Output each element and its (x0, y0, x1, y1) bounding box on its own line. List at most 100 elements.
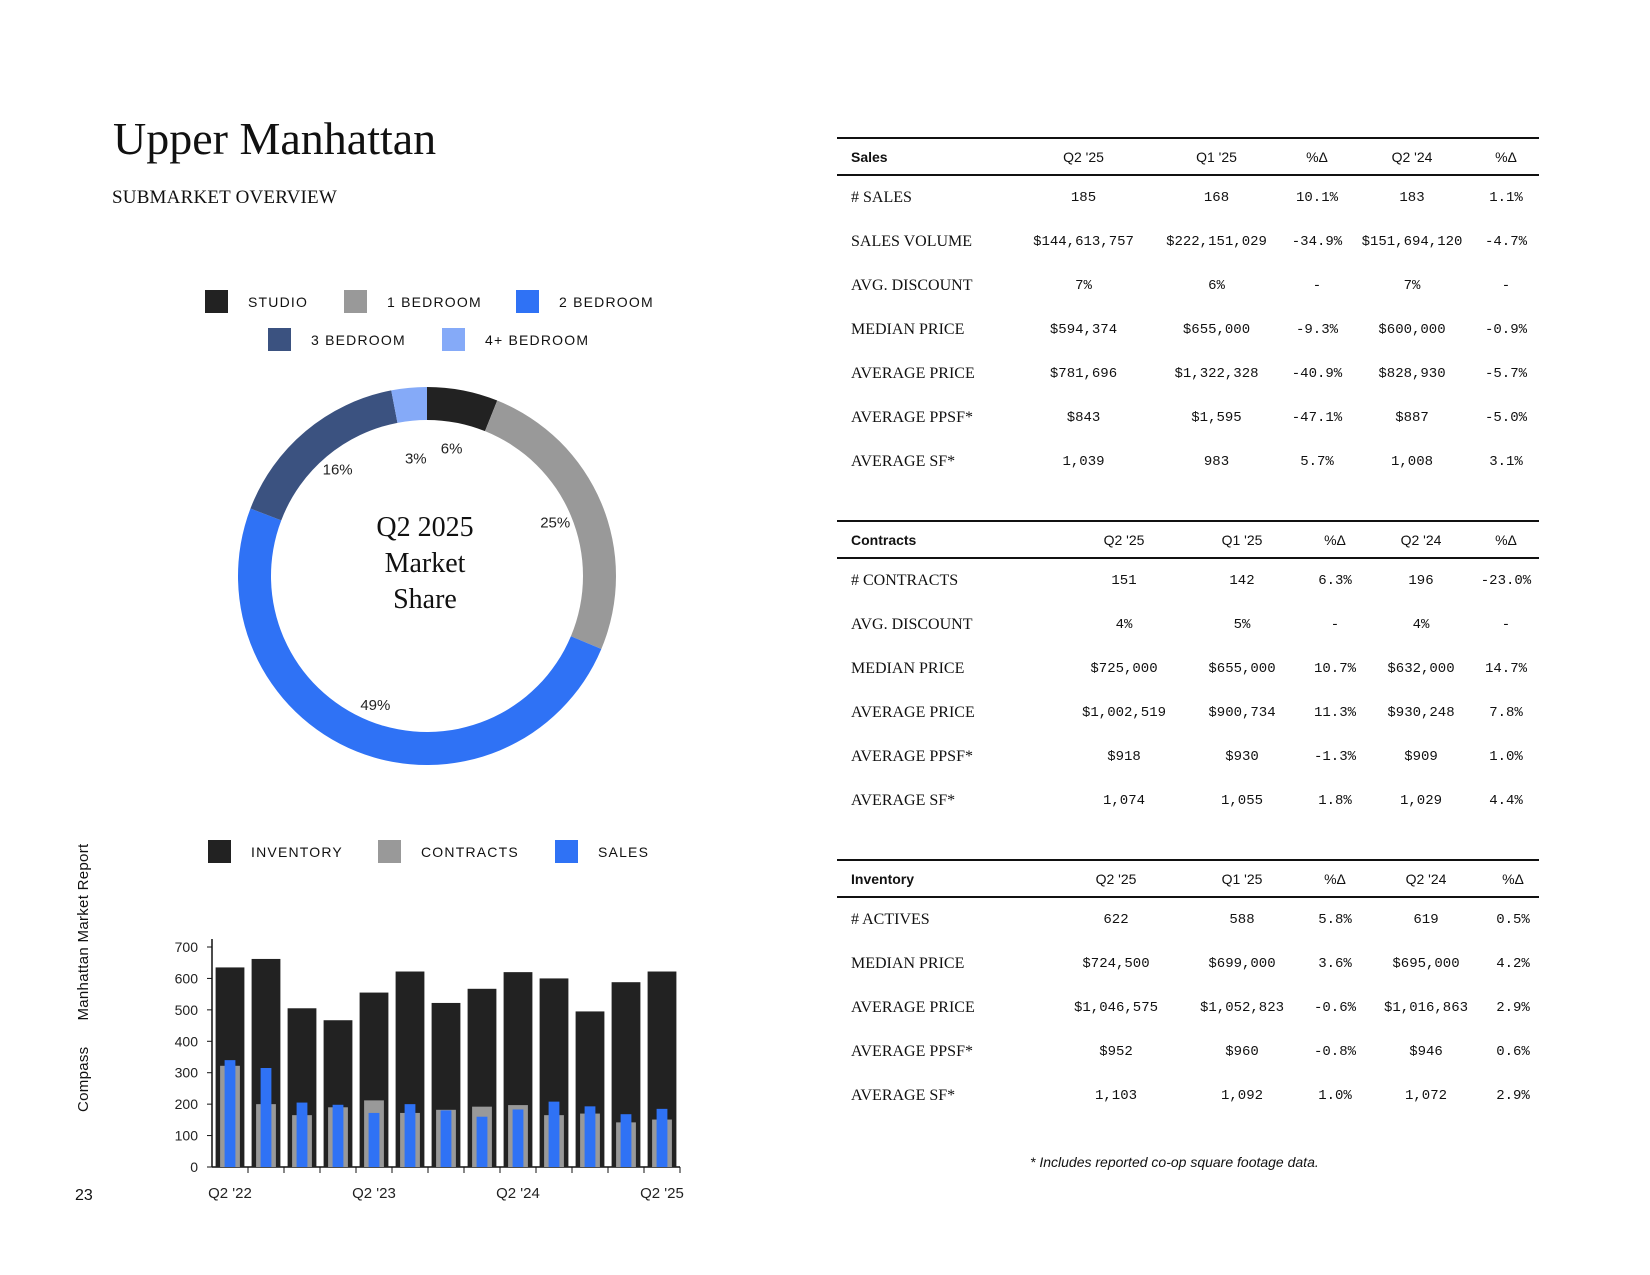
table-header-cell: Sales (837, 137, 1017, 176)
donut-center-label: Q2 2025 Market Share (345, 510, 505, 618)
legend-swatch-contracts (378, 840, 401, 863)
table-cell: $1,052,823 (1199, 1000, 1284, 1016)
table-cell: - (1501, 278, 1511, 294)
table-cell: $1,595 (1191, 410, 1242, 426)
table-cell: $909 (1404, 749, 1438, 765)
row-label: # SALES (851, 189, 912, 206)
table-cell: $1,322,328 (1174, 366, 1259, 382)
table-header-cell: Q1 '25 (1150, 137, 1283, 176)
table-cell: 983 (1203, 454, 1230, 470)
table-cell: 196 (1408, 573, 1434, 589)
bar-sales (368, 1112, 380, 1167)
legend-label: 1 BEDROOM (387, 293, 482, 310)
table-cell: 1,008 (1390, 454, 1433, 470)
donut-slice-label: 49% (360, 697, 390, 714)
table-row: AVG. DISCOUNT 7% 6% - 7% - (837, 264, 1539, 308)
row-label: AVERAGE SF* (851, 792, 956, 809)
table-row: AVERAGE PRICE $1,046,575 $1,052,823 -0.6% $1… (837, 986, 1539, 1030)
table-row: MEDIAN PRICE $725,000 $655,000 10.7% $632,00… (837, 647, 1539, 691)
legend-label: 3 BEDROOM (311, 331, 406, 348)
legend-label: SALES (598, 843, 650, 860)
table-header-cell: Q2 '25 (1053, 859, 1179, 898)
table-cell: - (1312, 278, 1322, 294)
table-header-cell: Q2 '25 (1065, 520, 1183, 559)
y-tick-label: 500 (175, 1002, 199, 1018)
row-label: AVERAGE PRICE (851, 704, 975, 721)
legend-label: 2 BEDROOM (559, 293, 654, 310)
legend-swatch-inventory (208, 840, 231, 863)
market-share-donut-chart: 6% 25% 49% 16% 3% (238, 387, 617, 765)
table-cell: 10.7% (1313, 661, 1356, 677)
table-row: MEDIAN PRICE $594,374 $655,000 -9.3% $600,00… (837, 308, 1539, 352)
table-cell: $960 (1225, 1044, 1259, 1060)
y-tick-label: 100 (175, 1128, 199, 1144)
table-cell: 5.7% (1300, 454, 1334, 470)
table-row: MEDIAN PRICE $724,500 $699,000 3.6% $695,000… (837, 942, 1539, 986)
y-tick-label: 300 (175, 1065, 199, 1081)
table-cell: 1,103 (1094, 1088, 1137, 1104)
table-cell: -1.3% (1313, 749, 1356, 765)
table-row: AVERAGE PPSF* $918 $930 -1.3% $909 1.0% (837, 735, 1539, 779)
table-cell: $1,002,519 (1081, 705, 1166, 721)
legend-swatch-4-bedroom (442, 328, 465, 351)
table-row: SALES VOLUME $144,613,757 $222,151,029 -34.… (837, 220, 1539, 264)
table-cell: 619 (1413, 912, 1439, 928)
legend-item-1-bedroom: 1 BEDROOM (344, 290, 482, 313)
table-cell: 1,092 (1220, 1088, 1263, 1104)
table-cell: 4.4% (1489, 793, 1523, 809)
table-cell: $151,694,120 (1361, 234, 1463, 250)
donut-center-line-1: Q2 2025 (376, 512, 474, 543)
table-cell: -5.7% (1484, 366, 1527, 382)
table-cell: 7.8% (1489, 705, 1523, 721)
table-cell: $144,613,757 (1033, 234, 1134, 250)
page-subtitle: SUBMARKET OVERVIEW (112, 187, 337, 208)
table-cell: -4.7% (1484, 234, 1527, 250)
table-cell: -9.3% (1295, 322, 1338, 338)
table-cell: $1,046,575 (1073, 1000, 1158, 1016)
legend-swatch-2-bedroom (516, 290, 539, 313)
table-row: AVERAGE PRICE $781,696 $1,322,328 -40.9% $82… (837, 352, 1539, 396)
table-cell: $222,151,029 (1166, 234, 1267, 250)
bar-sales (404, 1104, 416, 1167)
table-cell: $594,374 (1049, 322, 1118, 338)
table-header-cell: Q1 '25 (1183, 520, 1301, 559)
table-cell: 1.8% (1318, 793, 1352, 809)
bar-sales (548, 1101, 560, 1167)
table-cell: $695,000 (1392, 956, 1460, 972)
y-tick-label: 400 (175, 1033, 199, 1049)
sales-table: Sales Q2 '25 Q1 '25 %Δ Q2 '24 %Δ # SALES… (837, 137, 1539, 484)
row-label: # ACTIVES (851, 911, 930, 928)
contracts-table: Contracts Q2 '25 Q1 '25 %Δ Q2 '24 %Δ # C… (837, 520, 1539, 823)
table-cell: 1.0% (1489, 749, 1523, 765)
row-label: AVERAGE PPSF* (851, 1043, 973, 1060)
x-tick-label: Q2 '25 (640, 1185, 684, 1202)
bar-sales (476, 1116, 488, 1167)
legend-item-sales: SALES (555, 840, 649, 863)
table-cell: 14.7% (1484, 661, 1527, 677)
row-label: MEDIAN PRICE (851, 955, 965, 972)
table-cell: 1,055 (1220, 793, 1263, 809)
donut-slice-studio (427, 387, 498, 432)
table-cell: $887 (1395, 410, 1429, 426)
table-cell: 5% (1233, 617, 1251, 633)
table-cell: $930 (1225, 749, 1259, 765)
y-tick-label: 0 (190, 1159, 198, 1175)
table-cell: $655,000 (1208, 661, 1276, 677)
table-cell: 6% (1208, 278, 1225, 294)
table-cell: 10.1% (1295, 190, 1338, 206)
legend-item-inventory: INVENTORY (208, 840, 343, 863)
table-cell: $918 (1107, 749, 1141, 765)
table-header-row: Sales Q2 '25 Q1 '25 %Δ Q2 '24 %Δ (837, 137, 1539, 176)
table-cell: 0.5% (1496, 912, 1530, 928)
table-cell: $900,734 (1208, 705, 1276, 721)
table-header-row: Contracts Q2 '25 Q1 '25 %Δ Q2 '24 %Δ (837, 520, 1539, 559)
legend-swatch-1-bedroom (344, 290, 367, 313)
table-header-cell: Q2 '24 (1369, 520, 1473, 559)
row-label: AVG. DISCOUNT (851, 277, 973, 294)
table-cell: -0.6% (1313, 1000, 1356, 1016)
table-cell: -23.0% (1480, 573, 1532, 589)
table-cell: - (1330, 617, 1340, 633)
table-cell: 4% (1412, 617, 1430, 633)
table-row: AVERAGE PPSF* $843 $1,595 -47.1% $887 -5.0% (837, 396, 1539, 440)
table-cell: 1.1% (1489, 190, 1523, 206)
